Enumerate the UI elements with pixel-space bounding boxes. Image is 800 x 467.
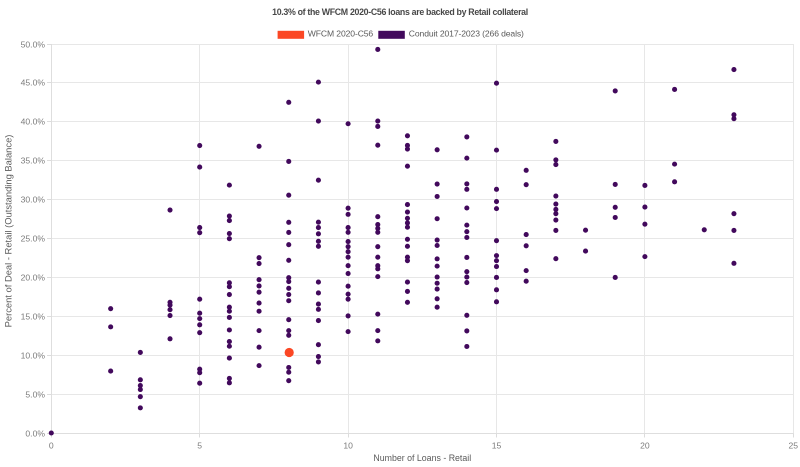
svg-text:10.0%: 10.0%: [21, 351, 46, 361]
svg-text:25.0%: 25.0%: [21, 234, 46, 244]
svg-text:45.0%: 45.0%: [21, 78, 46, 88]
svg-text:15: 15: [492, 441, 502, 451]
svg-text:35.0%: 35.0%: [21, 156, 46, 166]
svg-text:0.0%: 0.0%: [25, 429, 45, 439]
svg-text:20.0%: 20.0%: [21, 273, 46, 283]
svg-text:25: 25: [789, 441, 799, 451]
svg-text:50.0%: 50.0%: [21, 40, 46, 50]
svg-text:0: 0: [49, 441, 54, 451]
svg-text:5: 5: [197, 441, 202, 451]
svg-text:15.0%: 15.0%: [21, 312, 46, 322]
svg-text:10.3% of the WFCM 2020-C56 loa: 10.3% of the WFCM 2020-C56 loans are bac…: [272, 7, 528, 17]
svg-text:10: 10: [343, 441, 353, 451]
svg-text:Number of Loans - Retail: Number of Loans - Retail: [373, 453, 471, 463]
svg-text:5.0%: 5.0%: [25, 390, 45, 400]
svg-text:40.0%: 40.0%: [21, 117, 46, 127]
svg-text:30.0%: 30.0%: [21, 195, 46, 205]
svg-text:WFCM 2020-C56: WFCM 2020-C56: [308, 29, 374, 39]
svg-text:Conduit 2017-2023 (266 deals): Conduit 2017-2023 (266 deals): [409, 29, 524, 39]
svg-text:20: 20: [640, 441, 650, 451]
svg-text:Percent of Deal - Retail (Outs: Percent of Deal - Retail (Outstanding Ba…: [3, 135, 14, 328]
